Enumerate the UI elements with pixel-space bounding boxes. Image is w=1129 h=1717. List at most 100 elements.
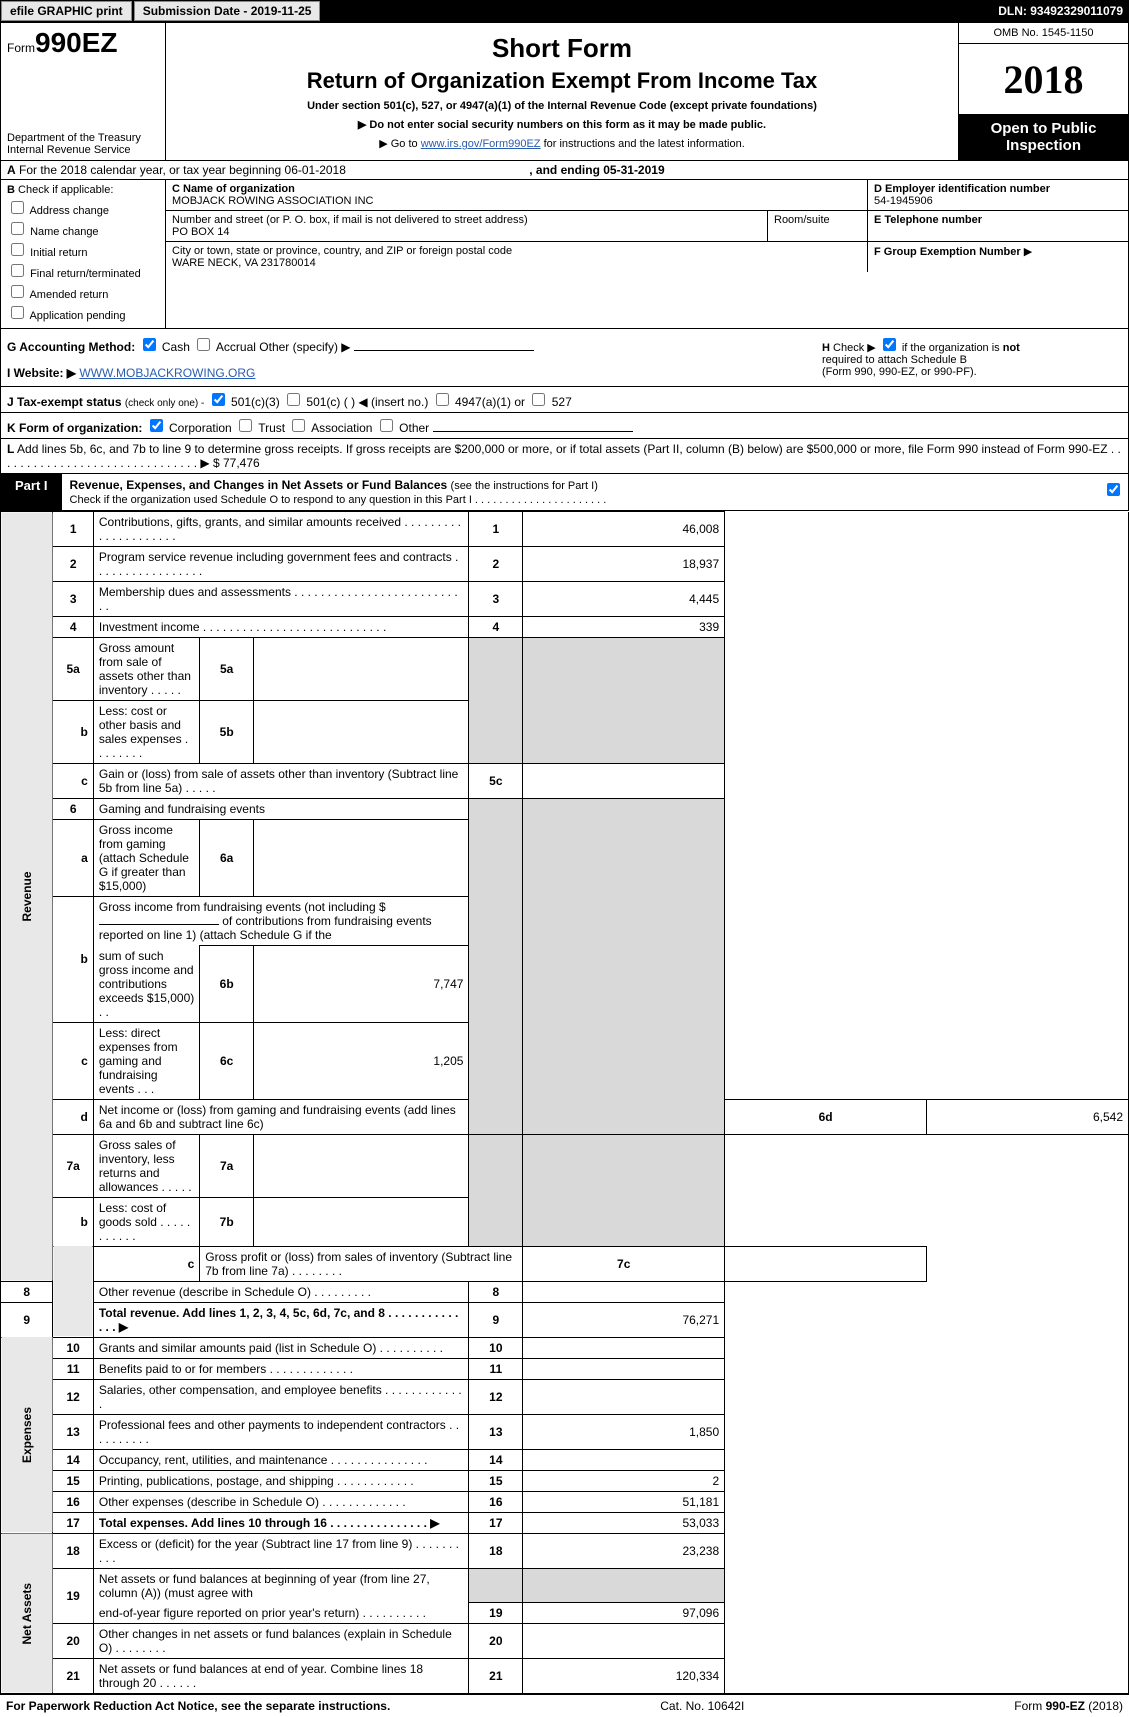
goto-prefix: ▶ Go to <box>379 138 420 150</box>
label-k: K Form of organization: <box>7 421 142 435</box>
checkbox-other-org[interactable] <box>380 419 393 432</box>
l19-desc2: end-of-year figure reported on prior yea… <box>93 1603 469 1624</box>
line-21: 21 Net assets or fund balances at end of… <box>1 1659 1129 1694</box>
short-form-title: Short Form <box>176 33 948 64</box>
submission-date-button[interactable]: Submission Date - 2019-11-25 <box>134 1 321 21</box>
header-middle: Short Form Return of Organization Exempt… <box>166 23 958 160</box>
l20-rnum: 20 <box>469 1624 523 1659</box>
checkbox-app-pending-label: Application pending <box>7 303 159 322</box>
city-cell: City or town, state or province, country… <box>166 242 868 272</box>
l4-rval: 339 <box>523 617 725 638</box>
checkbox-schedule-o[interactable] <box>1107 483 1120 496</box>
l19-rnum-shade <box>469 1568 523 1603</box>
header-right: OMB No. 1545-1150 2018 Open to Public In… <box>958 23 1128 160</box>
l11-rval <box>523 1358 725 1379</box>
l21-num: 21 <box>53 1659 93 1694</box>
addr-change-text: Address change <box>29 205 109 217</box>
l15-num: 15 <box>53 1470 93 1491</box>
check-if-applicable: Check if applicable: <box>18 184 113 196</box>
checkbox-corporation[interactable] <box>150 419 163 432</box>
ghi-left: G Accounting Method: Cash Accrual Other … <box>7 335 822 380</box>
line-9: 9 Total revenue. Add lines 1, 2, 3, 4, 5… <box>1 1302 1129 1337</box>
j-527: 527 <box>552 395 572 409</box>
checkbox-527[interactable] <box>532 393 545 406</box>
l1-num: 1 <box>53 512 93 547</box>
l7c-num: c <box>93 1246 199 1281</box>
top-bar: efile GRAPHIC print Submission Date - 20… <box>0 0 1129 22</box>
checkbox-amended[interactable] <box>11 285 24 298</box>
k-corp: Corporation <box>169 421 232 435</box>
form-number: 990EZ <box>35 27 118 58</box>
checkbox-trust[interactable] <box>239 419 252 432</box>
l10-desc: Grants and similar amounts paid (list in… <box>93 1337 469 1358</box>
l6b-num: b <box>53 897 93 1023</box>
checkbox-address-change-label: Address change <box>7 198 159 217</box>
j-4947: 4947(a)(1) or <box>455 395 525 409</box>
l19-rnum: 19 <box>469 1603 523 1624</box>
checkbox-accrual[interactable] <box>197 338 210 351</box>
l2-rval: 18,937 <box>523 547 725 582</box>
other-specify-text: Other (specify) ▶ <box>259 340 350 354</box>
initial-return-text: Initial return <box>30 247 87 259</box>
checkbox-4947[interactable] <box>436 393 449 406</box>
checkbox-schedule-b-not-required[interactable] <box>883 338 896 351</box>
efile-print-button[interactable]: efile GRAPHIC print <box>1 1 132 21</box>
ghi-right: H Check ▶ if the organization is not req… <box>822 335 1122 380</box>
group-arrow-icon: ▶ <box>1024 246 1032 258</box>
l3-rval: 4,445 <box>523 582 725 617</box>
line-15: 15 Printing, publications, postage, and … <box>1 1470 1129 1491</box>
checkbox-final-return-label: Final return/terminated <box>7 261 159 280</box>
goto-link[interactable]: www.irs.gov/Form990EZ <box>421 138 541 150</box>
line-2: 2 Program service revenue including gove… <box>1 547 1129 582</box>
goto-text: ▶ Go to www.irs.gov/Form990EZ for instru… <box>176 137 948 150</box>
goto-suffix: for instructions and the latest informat… <box>541 138 745 150</box>
l5b-desc: Less: cost or other basis and sales expe… <box>93 701 199 764</box>
l9-rnum: 9 <box>469 1302 523 1337</box>
l6a-midval <box>254 820 469 897</box>
ein-label: D Employer identification number <box>874 183 1122 195</box>
l20-rval <box>523 1624 725 1659</box>
column-cd: C Name of organization MOBJACK ROWING AS… <box>166 180 1128 328</box>
l6d-rval: 6,542 <box>927 1099 1129 1134</box>
line-4: 4 Investment income . . . . . . . . . . … <box>1 617 1129 638</box>
checkbox-501c[interactable] <box>287 393 300 406</box>
other-specify-line <box>354 350 534 351</box>
h-text1: if the organization is <box>902 342 1003 354</box>
l7c-rval <box>725 1246 927 1281</box>
checkbox-cash[interactable] <box>143 338 156 351</box>
cash-text: Cash <box>162 340 190 354</box>
h-text3: (Form 990, 990-EZ, or 990-PF). <box>822 366 1122 378</box>
org-name-value: MOBJACK ROWING ASSOCIATION INC <box>172 195 861 207</box>
footer-mid: Cat. No. 10642I <box>660 1699 744 1713</box>
row-a: A For the 2018 calendar year, or tax yea… <box>0 161 1129 180</box>
l11-num: 11 <box>53 1358 93 1379</box>
l6b-post: of contributions from fundraising events… <box>99 914 432 942</box>
h-not: not <box>1003 342 1020 354</box>
part1-title-text: Revenue, Expenses, and Changes in Net As… <box>70 478 448 492</box>
l13-rnum: 13 <box>469 1414 523 1449</box>
checkbox-501c3[interactable] <box>212 393 225 406</box>
l10-rnum: 10 <box>469 1337 523 1358</box>
l6a-mid: 6a <box>200 820 254 897</box>
line-19-1: 19 Net assets or fund balances at beginn… <box>1 1568 1129 1603</box>
l6c-mid: 6c <box>200 1022 254 1099</box>
website-link[interactable]: WWW.MOBJACKROWING.ORG <box>79 366 255 380</box>
part1-schedule-o-check <box>1098 474 1128 510</box>
addr-value: PO BOX 14 <box>172 226 761 238</box>
l6-desc: Gaming and fundraising events <box>93 799 469 820</box>
checkbox-address-change[interactable] <box>11 201 24 214</box>
label-a: A <box>7 163 16 177</box>
l4-rnum: 4 <box>469 617 523 638</box>
checkbox-name-change[interactable] <box>11 222 24 235</box>
checkbox-initial-return[interactable] <box>11 243 24 256</box>
checkbox-app-pending[interactable] <box>11 306 24 319</box>
accrual-text: Accrual <box>216 340 256 354</box>
section-j: J Tax-exempt status (check only one) - 5… <box>0 387 1129 413</box>
label-h: H <box>822 342 830 354</box>
checkbox-final-return[interactable] <box>11 264 24 277</box>
l6a-num: a <box>53 820 93 897</box>
l16-desc: Other expenses (describe in Schedule O) … <box>93 1491 469 1512</box>
part1-title-sub: (see the instructions for Part I) <box>451 480 598 492</box>
line-20: 20 Other changes in net assets or fund b… <box>1 1624 1129 1659</box>
checkbox-association[interactable] <box>292 419 305 432</box>
